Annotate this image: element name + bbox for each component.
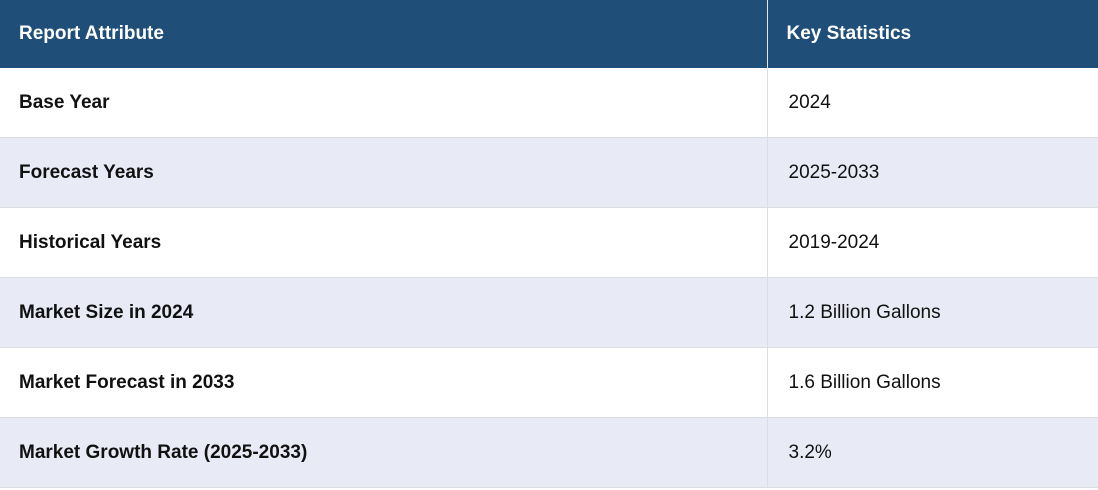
header-cell: Report Attribute [0, 0, 768, 68]
attribute-cell: Market Size in 2024 [0, 277, 768, 348]
value-cell: 2024 [767, 68, 1098, 138]
table-row: Market Growth Rate (2025-2033) 3.2% [0, 417, 1098, 488]
table-row: Market Forecast in 2033 1.6 Billion Gallo… [0, 347, 1098, 418]
table-row: Forecast Years 2025-2033 [0, 137, 1098, 208]
attribute-cell: Base Year [0, 68, 768, 138]
table-row: Base Year 2024 [0, 68, 1098, 138]
header-row: Report Attribute Key Statistics [0, 0, 1098, 68]
header-cell: Key Statistics [767, 0, 1098, 68]
value-cell: 2025-2033 [767, 137, 1098, 208]
table-row: Historical Years 2019-2024 [0, 207, 1098, 278]
value-cell: 1.6 Billion Gallons [767, 347, 1098, 418]
value-cell: 3.2% [767, 417, 1098, 488]
attribute-cell: Historical Years [0, 207, 768, 278]
value-cell: 1.2 Billion Gallons [767, 277, 1098, 348]
table-row: Market Size in 2024 1.2 Billion Gallons [0, 277, 1098, 348]
attribute-cell: Forecast Years [0, 137, 768, 208]
attribute-cell: Market Forecast in 2033 [0, 347, 768, 418]
attribute-cell: Market Growth Rate (2025-2033) [0, 417, 768, 488]
value-cell: 2019-2024 [767, 207, 1098, 278]
